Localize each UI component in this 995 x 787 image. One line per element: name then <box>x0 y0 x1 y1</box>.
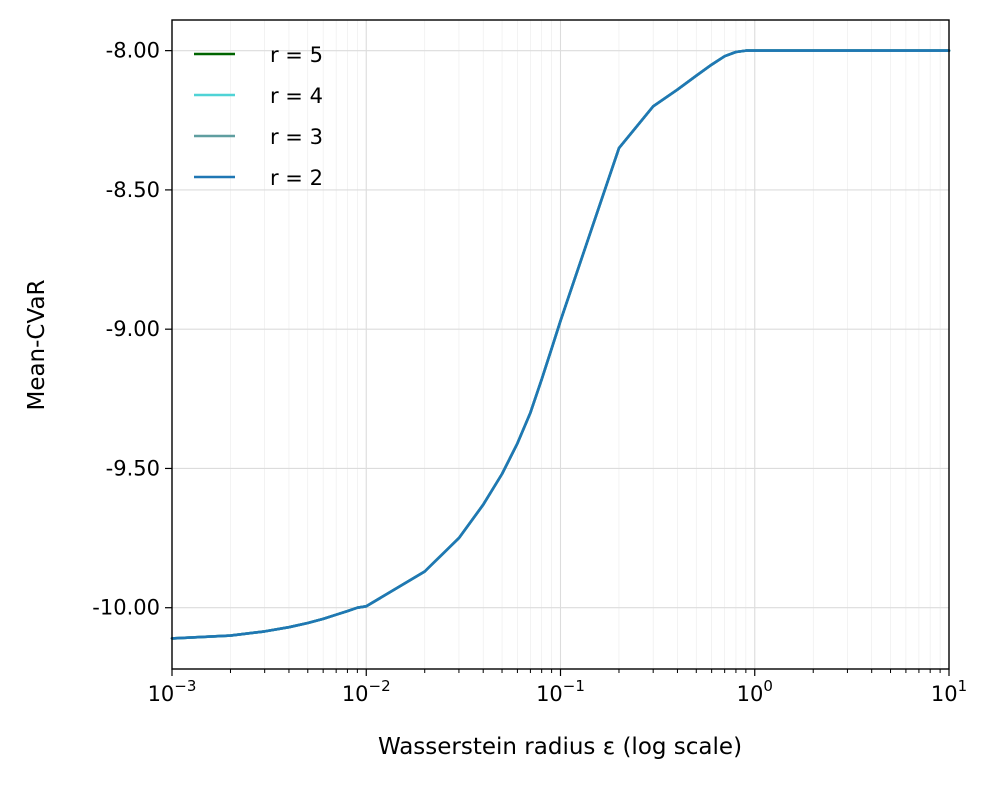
x-tick-base: 10 <box>148 682 175 706</box>
x-tick-label: 101 <box>931 677 967 706</box>
y-tick-label: -9.00 <box>106 317 160 341</box>
x-tick-base: 10 <box>931 682 958 706</box>
y-axis-label: Mean-CVaR <box>24 279 50 410</box>
x-tick-base: 10 <box>536 682 563 706</box>
legend: r = 5 r = 4 r = 3 r = 2 <box>194 43 323 190</box>
x-tick-base: 10 <box>737 682 764 706</box>
legend-label: r = 2 <box>270 166 323 190</box>
x-axis-label: Wasserstein radius ε (log scale) <box>378 734 742 760</box>
x-tick-exponent: −3 <box>174 677 196 695</box>
x-tick-exponent: 1 <box>958 677 968 695</box>
legend-item: r = 2 <box>194 166 323 190</box>
x-tick-base: 10 <box>342 682 369 706</box>
y-tick-label: -9.50 <box>106 456 160 480</box>
y-axis: -8.00 -8.50 -9.00 -9.50 -10.00 <box>92 39 172 620</box>
y-tick-label: -8.50 <box>106 178 160 202</box>
y-tick-label: -8.00 <box>106 39 160 63</box>
legend-item: r = 4 <box>194 84 323 108</box>
y-tick-label: -10.00 <box>92 596 160 620</box>
x-tick-label: 10−3 <box>148 677 197 706</box>
legend-item: r = 3 <box>194 125 323 149</box>
series-line-r2 <box>170 49 951 640</box>
x-axis: 10−3 10−2 10−1 100 101 <box>148 669 967 706</box>
x-tick-exponent: −1 <box>563 677 585 695</box>
legend-label: r = 5 <box>270 43 323 67</box>
x-tick-label: 100 <box>737 677 773 706</box>
x-tick-label: 10−2 <box>342 677 391 706</box>
minor-grid <box>230 20 941 669</box>
x-tick-exponent: −2 <box>369 677 391 695</box>
series-lines <box>170 49 951 640</box>
x-tick-exponent: 0 <box>763 677 773 695</box>
legend-label: r = 3 <box>270 125 323 149</box>
x-tick-label: 10−1 <box>536 677 585 706</box>
legend-label: r = 4 <box>270 84 323 108</box>
legend-item: r = 5 <box>194 43 323 67</box>
